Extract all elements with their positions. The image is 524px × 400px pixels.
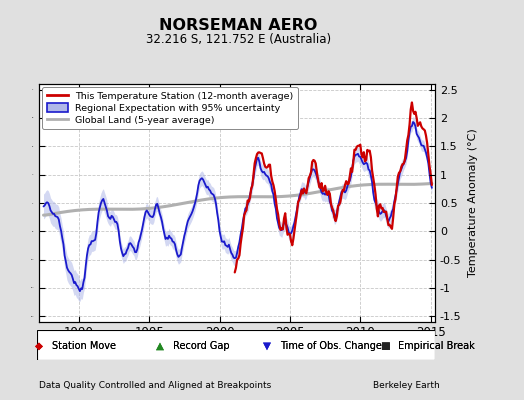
Text: Empirical Break: Empirical Break [398, 341, 475, 351]
Text: Time of Obs. Change: Time of Obs. Change [280, 341, 382, 351]
Text: Berkeley Earth: Berkeley Earth [374, 381, 440, 390]
Text: Data Quality Controlled and Aligned at Breakpoints: Data Quality Controlled and Aligned at B… [39, 381, 271, 390]
Text: ◆: ◆ [35, 341, 43, 351]
Text: ■: ■ [380, 341, 390, 351]
Text: ◆: ◆ [35, 341, 43, 351]
Text: ▲: ▲ [156, 341, 164, 351]
Text: Time of Obs. Change: Time of Obs. Change [280, 341, 382, 351]
Legend: This Temperature Station (12-month average), Regional Expectation with 95% uncer: This Temperature Station (12-month avera… [42, 87, 298, 129]
Text: 32.216 S, 121.752 E (Australia): 32.216 S, 121.752 E (Australia) [146, 33, 331, 46]
Text: Empirical Break: Empirical Break [398, 341, 475, 351]
Text: Station Move: Station Move [52, 341, 116, 351]
Text: Record Gap: Record Gap [173, 341, 230, 351]
Text: ▼: ▼ [263, 341, 271, 351]
Text: ▲: ▲ [156, 341, 164, 351]
FancyBboxPatch shape [37, 330, 435, 360]
Y-axis label: Temperature Anomaly (°C): Temperature Anomaly (°C) [468, 129, 478, 277]
Text: NORSEMAN AERO: NORSEMAN AERO [159, 18, 318, 33]
Text: Record Gap: Record Gap [173, 341, 230, 351]
Text: ■: ■ [380, 341, 390, 351]
Text: ▼: ▼ [263, 341, 271, 351]
Text: Station Move: Station Move [52, 341, 116, 351]
